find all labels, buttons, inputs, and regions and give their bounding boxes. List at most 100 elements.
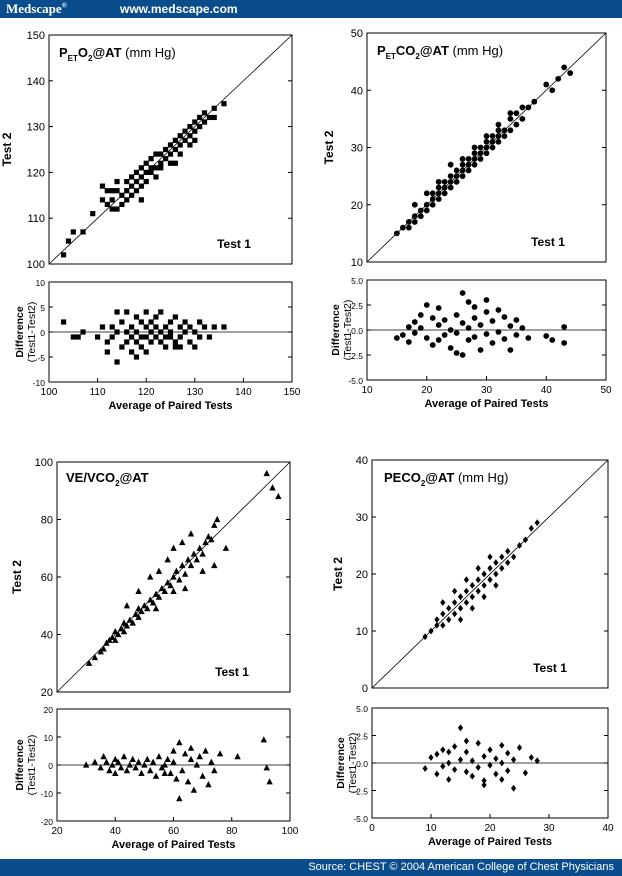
data-point bbox=[197, 753, 203, 759]
data-point bbox=[197, 124, 202, 129]
data-point bbox=[141, 761, 147, 767]
data-point bbox=[147, 767, 153, 773]
data-point bbox=[153, 324, 158, 329]
data-point bbox=[144, 756, 150, 762]
data-point bbox=[178, 151, 183, 156]
data-point bbox=[178, 334, 183, 339]
y-axis-label: Test 2 bbox=[0, 132, 14, 166]
data-point bbox=[192, 119, 197, 124]
data-point bbox=[412, 319, 418, 325]
data-point bbox=[185, 778, 191, 784]
data-point bbox=[464, 576, 469, 583]
data-point bbox=[484, 150, 490, 156]
data-point bbox=[478, 150, 484, 156]
difference-panel-1: -10-50510100 110 120 130 140 150Average of Pa… bbox=[14, 278, 301, 412]
data-point bbox=[144, 309, 149, 314]
data-point bbox=[487, 576, 492, 583]
data-point bbox=[134, 329, 139, 334]
data-point bbox=[158, 151, 163, 156]
data-point bbox=[508, 323, 514, 329]
site-url-link[interactable]: www.medscape.com bbox=[120, 2, 238, 16]
y-tick-label: -5.0 bbox=[353, 814, 368, 824]
y-tick-label: 30 bbox=[351, 143, 363, 155]
data-point bbox=[105, 339, 110, 344]
data-point bbox=[139, 174, 144, 179]
data-point bbox=[460, 168, 466, 174]
data-point bbox=[105, 349, 110, 354]
data-point bbox=[442, 179, 448, 185]
x-tick-label: 30 bbox=[543, 823, 555, 834]
data-point bbox=[529, 525, 534, 532]
brand-registered-mark: ® bbox=[62, 2, 67, 10]
data-point bbox=[119, 319, 124, 324]
data-point bbox=[464, 599, 469, 606]
data-points bbox=[83, 736, 273, 801]
data-point bbox=[448, 179, 454, 185]
x-tick-label: 130 bbox=[186, 387, 203, 398]
y-tick-label: 130 bbox=[27, 122, 45, 134]
data-point bbox=[513, 332, 519, 338]
data-point bbox=[493, 571, 498, 578]
data-point bbox=[194, 556, 200, 562]
data-point bbox=[460, 156, 466, 162]
data-point bbox=[446, 616, 451, 623]
data-point bbox=[561, 64, 567, 70]
x-tick-label: 40 bbox=[602, 823, 614, 834]
data-point bbox=[197, 545, 203, 551]
data-point bbox=[436, 322, 442, 328]
data-point bbox=[188, 562, 194, 568]
data-point bbox=[458, 605, 463, 612]
data-point bbox=[434, 751, 439, 758]
data-point bbox=[505, 750, 510, 757]
data-point bbox=[124, 188, 129, 193]
y-axis-label: Difference(Test1-Test2) bbox=[335, 733, 359, 794]
data-point bbox=[454, 350, 460, 356]
data-point bbox=[191, 787, 197, 793]
data-point bbox=[199, 773, 205, 779]
data-point bbox=[211, 522, 217, 528]
data-point bbox=[430, 315, 436, 321]
data-point bbox=[110, 334, 115, 339]
data-point bbox=[173, 344, 178, 349]
data-point bbox=[187, 324, 192, 329]
data-point bbox=[482, 593, 487, 600]
data-point bbox=[182, 138, 187, 143]
data-point bbox=[114, 179, 119, 184]
data-point bbox=[519, 116, 525, 122]
data-point bbox=[430, 196, 436, 202]
x-tick-label: 30 bbox=[481, 385, 493, 396]
data-point bbox=[436, 305, 442, 311]
data-point bbox=[176, 739, 182, 745]
data-point bbox=[110, 206, 115, 211]
data-point bbox=[173, 147, 178, 152]
data-point bbox=[124, 339, 129, 344]
data-point bbox=[423, 765, 428, 772]
data-point bbox=[440, 763, 445, 770]
data-point bbox=[472, 334, 478, 340]
data-point bbox=[496, 133, 502, 139]
data-point bbox=[129, 324, 134, 329]
data-point bbox=[170, 588, 176, 594]
y-axis-label: Test 2 bbox=[322, 130, 336, 164]
data-point bbox=[148, 170, 153, 175]
data-point bbox=[484, 309, 490, 315]
data-point bbox=[464, 738, 469, 745]
data-point bbox=[83, 761, 89, 767]
data-point bbox=[436, 337, 442, 343]
data-point bbox=[114, 329, 119, 334]
data-point bbox=[212, 324, 217, 329]
data-point bbox=[211, 767, 217, 773]
data-point bbox=[454, 179, 460, 185]
data-point bbox=[221, 101, 226, 106]
data-point bbox=[482, 753, 487, 760]
data-point bbox=[202, 324, 207, 329]
data-point bbox=[406, 339, 412, 345]
data-point bbox=[134, 339, 139, 344]
data-point bbox=[134, 170, 139, 175]
y-tick-label: 60 bbox=[41, 572, 53, 584]
data-point bbox=[153, 334, 158, 339]
data-point bbox=[176, 795, 182, 801]
data-point bbox=[458, 724, 463, 731]
brand-logo[interactable]: Medscape® bbox=[6, 1, 67, 17]
data-point bbox=[150, 759, 156, 765]
